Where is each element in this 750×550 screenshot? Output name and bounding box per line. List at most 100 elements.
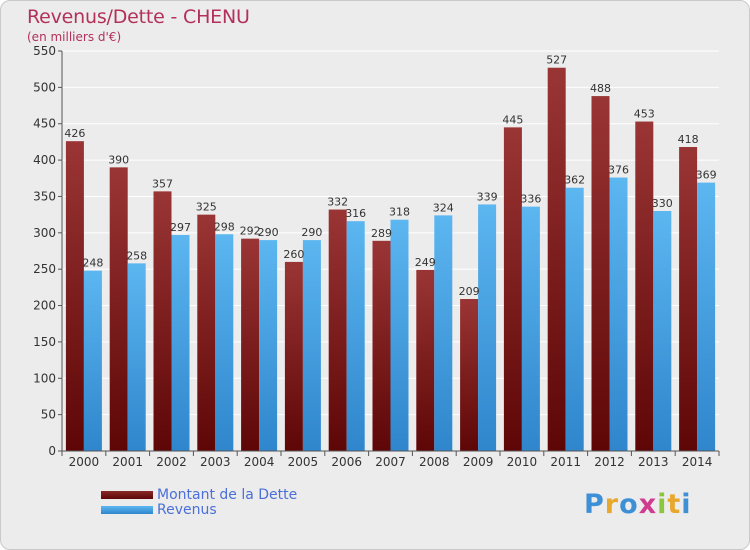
chart-title: Revenus/Dette - CHENU (27, 6, 250, 28)
x-tick-label: 2004 (244, 455, 275, 469)
data-label-dette: 325 (196, 201, 217, 214)
y-tick-label: 450 (33, 117, 56, 131)
bar-revenus (127, 263, 146, 451)
y-tick-label: 500 (33, 80, 56, 94)
bar-revenus (390, 219, 409, 451)
data-label-revenus: 290 (258, 226, 279, 239)
y-tick-label: 100 (33, 371, 56, 385)
y-tick-label: 50 (41, 408, 56, 422)
data-label-dette: 527 (546, 54, 567, 67)
data-label-dette: 418 (678, 133, 699, 146)
bar-revenus (215, 234, 234, 451)
bar-dette (197, 214, 216, 451)
bar-revenus (697, 182, 716, 452)
chart-subtitle: (en milliers d'€) (27, 30, 122, 44)
data-label-revenus: 336 (520, 193, 541, 206)
bar-revenus (478, 204, 497, 451)
logo-letter: o (619, 489, 639, 520)
legend-swatch-revenus (101, 506, 153, 514)
data-label-revenus: 297 (170, 221, 191, 234)
bar-revenus (83, 270, 102, 451)
bar-dette (591, 96, 610, 451)
y-tick-label: 400 (33, 153, 56, 167)
data-label-dette: 390 (108, 153, 129, 166)
logo-letter: i (657, 489, 668, 520)
y-tick-label: 200 (33, 299, 56, 313)
data-label-dette: 445 (502, 113, 523, 126)
bar-dette (416, 269, 435, 451)
data-label-dette: 426 (64, 127, 85, 140)
bar-dette (679, 147, 698, 451)
data-label-revenus: 290 (301, 226, 322, 239)
x-tick-label: 2009 (463, 455, 494, 469)
bar-revenus (171, 235, 190, 451)
data-label-revenus: 362 (564, 174, 585, 187)
bar-revenus (434, 215, 453, 451)
data-label-dette: 209 (459, 285, 480, 298)
bar-revenus (302, 240, 321, 451)
y-tick-label: 550 (33, 44, 56, 58)
y-tick-label: 250 (33, 262, 56, 276)
y-tick-label: 300 (33, 226, 56, 240)
data-label-dette: 292 (240, 225, 261, 238)
y-tick-label: 0 (48, 444, 56, 458)
x-tick-label: 2005 (288, 455, 319, 469)
x-tick-label: 2006 (331, 455, 362, 469)
y-tick-label: 350 (33, 189, 56, 203)
bar-revenus (653, 211, 672, 451)
data-label-revenus: 258 (126, 249, 147, 262)
x-tick-label: 2012 (594, 455, 625, 469)
data-label-dette: 289 (371, 227, 392, 240)
bar-dette (65, 141, 84, 451)
data-label-revenus: 324 (433, 201, 454, 214)
logo-letter: r (604, 489, 620, 520)
logo-letter: P (584, 489, 605, 520)
x-tick-label: 2002 (156, 455, 187, 469)
x-tick-label: 2008 (419, 455, 450, 469)
bar-dette (503, 127, 522, 451)
bar-dette (372, 240, 391, 451)
bar-dette (241, 238, 260, 451)
bar-dette (328, 209, 347, 451)
data-label-dette: 453 (634, 108, 655, 121)
bar-revenus (346, 221, 365, 451)
logo-letter: x (638, 489, 658, 520)
y-tick-label: 150 (33, 335, 56, 349)
data-label-dette: 249 (415, 256, 436, 269)
proxiti-logo: Proxiti (584, 489, 692, 520)
data-label-dette: 332 (327, 196, 348, 209)
data-label-revenus: 339 (477, 190, 498, 203)
data-label-revenus: 330 (652, 197, 673, 210)
data-label-revenus: 248 (82, 257, 103, 270)
bar-revenus (259, 240, 278, 451)
data-label-dette: 357 (152, 177, 173, 190)
x-tick-label: 2001 (112, 455, 143, 469)
logo-letter: t (667, 489, 682, 520)
x-tick-label: 2010 (507, 455, 538, 469)
data-label-revenus: 318 (389, 206, 410, 219)
legend-label-dette: Montant de la Dette (157, 487, 298, 503)
data-label-dette: 260 (283, 248, 304, 261)
legend-label-revenus: Revenus (157, 502, 217, 518)
data-label-revenus: 369 (696, 169, 717, 182)
data-label-revenus: 376 (608, 164, 629, 177)
bar-revenus (521, 206, 540, 451)
x-tick-label: 2014 (682, 455, 713, 469)
x-tick-label: 2000 (69, 455, 100, 469)
x-tick-label: 2011 (550, 455, 581, 469)
bar-dette (547, 67, 566, 452)
bar-dette (109, 167, 128, 451)
legend-swatch-dette (101, 491, 153, 499)
data-label-revenus: 298 (214, 220, 235, 233)
bar-revenus (609, 177, 628, 451)
x-tick-label: 2013 (638, 455, 669, 469)
bar-dette (460, 299, 479, 451)
bar-dette (284, 261, 303, 451)
bar-dette (635, 121, 654, 451)
data-label-revenus: 316 (345, 207, 366, 220)
bar-revenus (565, 187, 584, 451)
data-label-dette: 488 (590, 82, 611, 95)
bar-dette (153, 191, 172, 451)
